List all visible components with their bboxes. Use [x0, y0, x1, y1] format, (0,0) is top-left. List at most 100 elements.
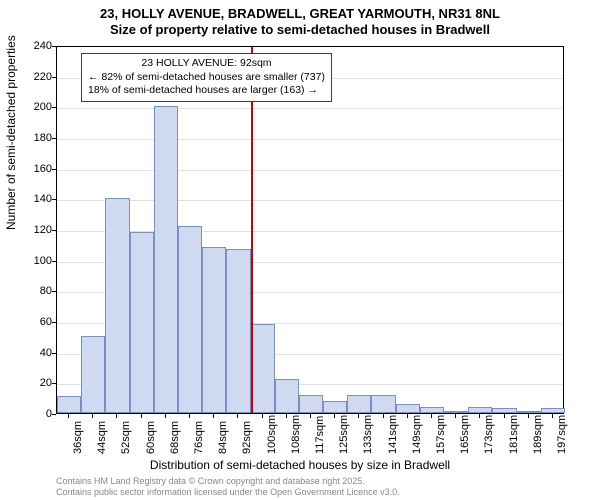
x-tick-mark	[310, 414, 311, 418]
x-tick-mark	[141, 414, 142, 418]
y-tick-mark	[52, 107, 56, 108]
x-tick-mark	[528, 414, 529, 418]
histogram-bar	[396, 404, 420, 413]
x-axis-label: Distribution of semi-detached houses by …	[0, 458, 600, 472]
plot-area: 23 HOLLY AVENUE: 92sqm← 82% of semi-deta…	[56, 46, 564, 414]
x-tick-mark	[455, 414, 456, 418]
x-tick-mark	[189, 414, 190, 418]
x-tick-label: 141sqm	[387, 415, 399, 454]
histogram-bar	[468, 407, 492, 413]
gridline	[57, 170, 563, 171]
histogram-bar	[492, 408, 516, 413]
annotation-line: 18% of semi-detached houses are larger (…	[88, 84, 325, 98]
y-tick-label: 20	[12, 377, 52, 389]
y-tick-mark	[52, 77, 56, 78]
annotation-line: 23 HOLLY AVENUE: 92sqm	[88, 57, 325, 71]
x-tick-label: 36sqm	[72, 421, 84, 454]
y-tick-mark	[52, 414, 56, 415]
title-line-2: Size of property relative to semi-detach…	[0, 22, 600, 38]
chart-container: 23, HOLLY AVENUE, BRADWELL, GREAT YARMOU…	[0, 0, 600, 500]
x-tick-label: 100sqm	[266, 415, 278, 454]
histogram-bar	[57, 396, 81, 413]
gridline	[57, 139, 563, 140]
x-tick-mark	[479, 414, 480, 418]
annotation-box: 23 HOLLY AVENUE: 92sqm← 82% of semi-deta…	[81, 53, 332, 102]
credits-block: Contains HM Land Registry data © Crown c…	[56, 476, 400, 498]
y-tick-label: 140	[12, 193, 52, 205]
y-tick-label: 200	[12, 101, 52, 113]
x-tick-mark	[213, 414, 214, 418]
x-tick-label: 68sqm	[169, 421, 181, 454]
histogram-bar	[371, 395, 395, 413]
y-tick-mark	[52, 230, 56, 231]
histogram-bar	[130, 232, 154, 413]
gridline	[57, 200, 563, 201]
y-tick-label: 220	[12, 71, 52, 83]
x-tick-mark	[431, 414, 432, 418]
histogram-bar	[251, 324, 275, 413]
y-tick-label: 80	[12, 285, 52, 297]
histogram-bar	[81, 336, 105, 413]
x-tick-mark	[383, 414, 384, 418]
histogram-bar	[154, 106, 178, 413]
y-tick-label: 100	[12, 255, 52, 267]
histogram-bar	[541, 408, 565, 413]
y-tick-mark	[52, 353, 56, 354]
x-tick-mark	[92, 414, 93, 418]
y-tick-label: 120	[12, 224, 52, 236]
x-tick-mark	[262, 414, 263, 418]
x-tick-label: 157sqm	[435, 415, 447, 454]
x-tick-mark	[407, 414, 408, 418]
x-tick-label: 60sqm	[145, 421, 157, 454]
x-tick-mark	[237, 414, 238, 418]
title-line-1: 23, HOLLY AVENUE, BRADWELL, GREAT YARMOU…	[0, 6, 600, 22]
y-tick-mark	[52, 291, 56, 292]
x-tick-label: 197sqm	[556, 415, 568, 454]
histogram-bar	[178, 226, 202, 413]
y-tick-mark	[52, 383, 56, 384]
histogram-bar	[226, 249, 250, 413]
y-tick-label: 240	[12, 40, 52, 52]
x-tick-mark	[116, 414, 117, 418]
x-tick-mark	[334, 414, 335, 418]
y-tick-mark	[52, 199, 56, 200]
x-tick-label: 165sqm	[459, 415, 471, 454]
x-tick-label: 108sqm	[290, 415, 302, 454]
x-tick-label: 125sqm	[338, 415, 350, 454]
x-tick-label: 76sqm	[193, 421, 205, 454]
y-tick-mark	[52, 138, 56, 139]
y-tick-label: 0	[12, 408, 52, 420]
x-tick-label: 117sqm	[314, 416, 326, 454]
x-tick-mark	[358, 414, 359, 418]
x-tick-label: 133sqm	[362, 415, 374, 454]
y-tick-mark	[52, 46, 56, 47]
histogram-bar	[105, 198, 129, 413]
y-tick-label: 180	[12, 132, 52, 144]
histogram-bar	[517, 411, 541, 413]
y-tick-label: 40	[12, 347, 52, 359]
x-tick-label: 189sqm	[532, 415, 544, 454]
y-tick-mark	[52, 322, 56, 323]
x-tick-label: 84sqm	[217, 421, 229, 454]
x-tick-label: 52sqm	[120, 421, 132, 454]
x-tick-label: 92sqm	[241, 421, 253, 454]
x-tick-label: 149sqm	[411, 415, 423, 454]
x-tick-label: 181sqm	[508, 415, 520, 454]
x-tick-mark	[504, 414, 505, 418]
credits-line-1: Contains HM Land Registry data © Crown c…	[56, 476, 400, 487]
annotation-line: ← 82% of semi-detached houses are smalle…	[88, 71, 325, 85]
credits-line-2: Contains public sector information licen…	[56, 487, 400, 498]
y-tick-mark	[52, 261, 56, 262]
histogram-bar	[299, 395, 323, 413]
x-tick-mark	[165, 414, 166, 418]
chart-title-block: 23, HOLLY AVENUE, BRADWELL, GREAT YARMOU…	[0, 0, 600, 39]
histogram-bar	[420, 407, 444, 413]
y-tick-label: 160	[12, 163, 52, 175]
histogram-bar	[444, 411, 468, 413]
x-tick-mark	[552, 414, 553, 418]
x-tick-mark	[286, 414, 287, 418]
x-tick-mark	[68, 414, 69, 418]
histogram-bar	[347, 395, 371, 413]
histogram-bar	[323, 401, 347, 413]
histogram-bar	[202, 247, 226, 413]
